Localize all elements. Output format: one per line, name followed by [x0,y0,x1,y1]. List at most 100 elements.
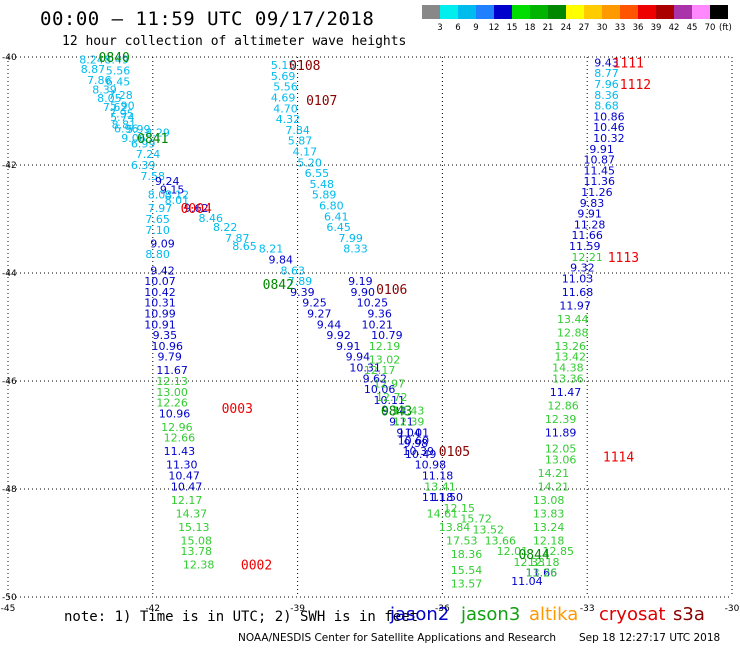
chart-title: 00:00 – 11:59 UTC 09/17/2018 [40,8,375,30]
wave-height-value: 9.06 [121,132,146,145]
wave-height-value: 15.08 [180,534,212,547]
scale-swatch [440,5,458,19]
y-tick-label: -42 [2,161,17,171]
wave-height-value: 14.37 [176,507,208,520]
wave-height-value: 7.97 [148,202,173,215]
wave-height-value: 10.60 [398,434,430,447]
wave-height-value: 10.31 [144,297,176,310]
wave-height-value: 4.17 [293,146,318,159]
track-time-label: 0842 [263,278,294,293]
wave-height-value: 5.87 [288,135,313,148]
wave-height-value: 10.47 [171,480,203,493]
scale-swatch [566,5,584,19]
x-tick-label: -42 [145,604,160,614]
wave-height-value: 9.91 [577,208,602,221]
wave-height-value: 15.54 [451,564,483,577]
wave-height-value: 5.99 [126,123,151,136]
wave-height-value: 13.43 [393,405,425,418]
scale-label: 39 [650,23,662,33]
wave-height-value: 10.39 [403,445,435,458]
wave-height-value: 10.96 [159,407,191,420]
scale-label: 12 [488,23,500,33]
wave-height-value: 12.38 [183,559,215,572]
wave-height-value: 11.26 [581,186,613,199]
scale-swatch [422,5,440,19]
wave-height-value: 13.41 [424,480,456,493]
wave-height-value: 14.61 [427,507,459,520]
wave-height-value: 11.30 [166,459,198,472]
wave-height-value: 9.35 [153,329,178,342]
wave-height-value: 15.13 [178,521,210,534]
wave-height-value: 13.00 [156,386,188,399]
wave-height-value: 10.87 [584,154,616,167]
scale-swatch [638,5,656,19]
wave-height-value: 7.87 [225,232,250,245]
wave-height-value: 13.02 [369,353,401,366]
track-time-label: 0002 [241,559,272,574]
track-time-label: 0843 [381,405,412,420]
wave-height-value: 9.36 [367,308,392,321]
wave-height-value: 8.24 [79,54,104,67]
wave-height-value: 12.19 [369,340,401,353]
wave-height-value: 12.18 [528,556,560,569]
track-time-label: 1112 [620,78,651,93]
wave-height-value: 13.26 [555,340,587,353]
wave-height-value: 11.66 [526,567,558,580]
scale-label: 3 [437,23,443,33]
wave-height-value: 7.65 [145,213,170,226]
wave-height-value: 10.31 [349,362,381,375]
wave-height-value: 10.79 [371,329,403,342]
x-tick-label: -45 [1,604,16,614]
scale-label: 6 [455,23,461,33]
wave-height-value: 10.99 [144,308,176,321]
wave-height-value: 4.69 [271,92,296,105]
scale-label: 15 [506,23,518,33]
wave-height-value: 6.45 [326,221,351,234]
wave-height-value: 9.09 [150,237,175,250]
wave-height-value: 8.87 [81,63,106,76]
x-tick-label: -36 [435,604,450,614]
wave-height-value: 10.06 [364,383,396,396]
wave-height-value: 6.80 [319,200,344,213]
track-time-label: 1113 [608,251,639,266]
wave-height-value: 9.34 [382,405,407,418]
scale-label: 70 [704,23,716,33]
wave-height-value: 8.36 [594,89,619,102]
wave-height-value: 9.79 [157,351,182,364]
wave-height-value: 13.44 [557,313,589,326]
legend-altika: altika [529,604,579,625]
wave-height-value: 11.68 [562,286,594,299]
wave-height-value: 12.17 [364,364,396,377]
track-time-label: 1114 [603,451,634,466]
wave-height-value: 7.89 [288,275,313,288]
wave-height-value: 10.42 [144,286,176,299]
wave-height-value: 9.15 [160,183,185,196]
wave-height-value: 12.88 [557,326,589,339]
wave-height-value: 10.47 [168,470,200,483]
wave-height-value: 10.25 [357,297,389,310]
wave-height-value: 12.01 [497,545,529,558]
track-time-label: 0840 [99,51,130,66]
scale-swatch [620,5,638,19]
scale-swatch [710,5,728,19]
wave-height-value: 9.39 [290,286,315,299]
wave-height-value: 5.56 [273,81,298,94]
wave-height-value: 12.15 [444,502,476,515]
wave-height-value: 7.58 [141,170,166,183]
track-time-label: 0841 [137,132,168,147]
wave-height-value: 9.32 [570,262,595,275]
wave-height-value: 4.70 [273,102,298,115]
wave-height-value: 13.26 [526,567,558,580]
wave-height-value: 9.24 [155,175,180,188]
wave-height-value: 9.11 [389,416,414,429]
wave-height-value: 7.10 [145,224,170,237]
scale-label: 18 [524,23,536,33]
wave-height-value: 13.08 [533,494,565,507]
wave-height-value: 9.84 [268,254,293,267]
legend-s3a: s3a [673,604,705,625]
scale-swatch [656,5,674,19]
scale-swatch [476,5,494,19]
wave-height-value: 8.49 [104,54,129,67]
wave-height-value: 8.22 [213,221,238,234]
wave-height-value: 9.98 [404,437,429,450]
